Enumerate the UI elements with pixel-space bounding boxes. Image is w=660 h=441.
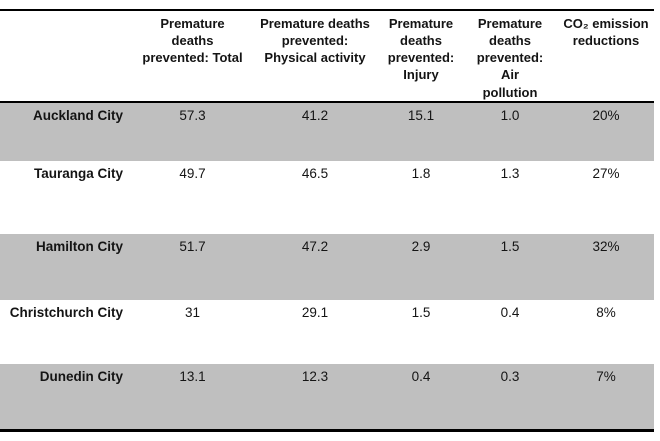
cell-total: 51.7 bbox=[179, 238, 206, 254]
cell-injury: 0.4 bbox=[411, 368, 431, 384]
row-label-city: Christchurch City bbox=[9, 304, 123, 320]
table-row-dunedin: Dunedin City 13.1 12.3 0.4 0.3 7% bbox=[0, 363, 654, 431]
cell-total: 31 bbox=[184, 304, 201, 320]
cell-total: 49.7 bbox=[179, 165, 206, 181]
column-header-physical-activity: Premature deaths prevented: Physical act… bbox=[250, 10, 380, 103]
cell-air-pollution: 0.4 bbox=[500, 304, 520, 320]
column-header-air-pollution: Premature deaths prevented: Air pollutio… bbox=[462, 10, 558, 103]
cell-injury: 1.8 bbox=[411, 165, 431, 181]
table-row-tauranga: Tauranga City 49.7 46.5 1.8 1.3 27% bbox=[0, 161, 654, 234]
cell-injury: 2.9 bbox=[411, 238, 431, 254]
column-header-total: Premature deaths prevented: Total bbox=[135, 10, 250, 103]
cell-injury: 15.1 bbox=[407, 107, 435, 123]
row-label-city: Hamilton City bbox=[35, 238, 123, 254]
column-header-co2-emission-reductions: CO₂ emission reductions bbox=[558, 10, 654, 103]
cell-injury: 1.5 bbox=[411, 304, 431, 320]
row-label-city: Auckland City bbox=[32, 107, 123, 123]
cell-air-pollution: 1.3 bbox=[500, 165, 520, 181]
cell-total: 57.3 bbox=[179, 107, 206, 123]
column-header-blank bbox=[0, 10, 135, 103]
cell-air-pollution: 0.3 bbox=[500, 368, 520, 384]
cell-air-pollution: 1.0 bbox=[500, 107, 520, 123]
premature-deaths-prevented-table: Premature deaths prevented: Total Premat… bbox=[0, 9, 654, 433]
cell-physical-activity: 29.1 bbox=[301, 304, 329, 320]
header-row: Premature deaths prevented: Total Premat… bbox=[0, 10, 654, 103]
cell-physical-activity: 47.2 bbox=[301, 238, 329, 254]
cell-co2-reduction: 7% bbox=[596, 368, 616, 384]
cell-co2-reduction: 20% bbox=[592, 107, 620, 123]
cell-co2-reduction: 32% bbox=[592, 238, 620, 254]
table-row-christchurch: Christchurch City 31 29.1 1.5 0.4 8% bbox=[0, 300, 654, 364]
row-label-city: Dunedin City bbox=[39, 368, 123, 384]
table-row-auckland: Auckland City 57.3 41.2 15.1 1.0 20% bbox=[0, 101, 654, 161]
cell-physical-activity: 41.2 bbox=[301, 107, 329, 123]
cell-air-pollution: 1.5 bbox=[500, 238, 520, 254]
cell-co2-reduction: 27% bbox=[592, 165, 620, 181]
cell-physical-activity: 46.5 bbox=[301, 165, 329, 181]
cell-co2-reduction: 8% bbox=[596, 304, 616, 320]
cell-physical-activity: 12.3 bbox=[301, 368, 329, 384]
cell-total: 13.1 bbox=[179, 368, 206, 384]
row-label-city: Tauranga City bbox=[33, 165, 123, 181]
column-header-injury: Premature deaths prevented: Injury bbox=[380, 10, 462, 103]
table-row-hamilton: Hamilton City 51.7 47.2 2.9 1.5 32% bbox=[0, 233, 654, 300]
